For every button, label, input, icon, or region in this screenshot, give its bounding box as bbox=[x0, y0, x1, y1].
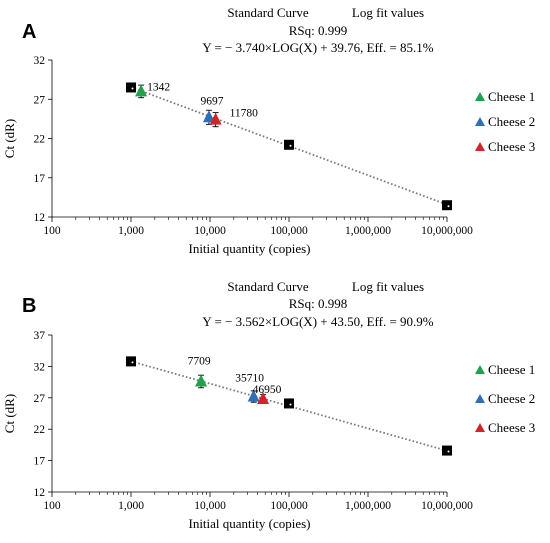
x-tick-label: 100 bbox=[43, 500, 61, 512]
x-tick-label: 1,000 bbox=[118, 500, 144, 512]
legend-item: Cheese 2 bbox=[475, 391, 535, 406]
legend-label: Cheese 3 bbox=[488, 139, 535, 154]
sample-point bbox=[202, 110, 215, 123]
y-tick-label: 12 bbox=[34, 212, 46, 224]
legend-label: Cheese 2 bbox=[488, 114, 535, 129]
legend-item: Cheese 1 bbox=[475, 89, 535, 104]
y-tick-label: 27 bbox=[34, 393, 46, 405]
y-axis-title: Ct (dR) bbox=[2, 119, 17, 158]
y-tick-label: 22 bbox=[34, 134, 46, 146]
panel-letter: B bbox=[22, 295, 36, 317]
header-log-fit-values: Log fit values bbox=[352, 279, 424, 294]
x-axis-title: Initial quantity (copies) bbox=[188, 241, 310, 256]
sample-point bbox=[135, 84, 148, 97]
legend-marker bbox=[475, 92, 485, 101]
x-tick-label: 10,000 bbox=[194, 500, 226, 512]
y-tick-label: 22 bbox=[34, 424, 46, 436]
standard-point-highlight bbox=[131, 361, 134, 364]
y-tick-label: 17 bbox=[34, 456, 46, 468]
header-log-fit-values: Log fit values bbox=[352, 5, 424, 20]
data-label: 1342 bbox=[147, 81, 170, 93]
panel-letter: A bbox=[22, 21, 36, 43]
standard-point bbox=[442, 445, 452, 456]
y-tick-label: 27 bbox=[34, 94, 46, 106]
standard-point-highlight bbox=[289, 144, 292, 147]
equation-text: Y = − 3.562×LOG(X) + 43.50, Eff. = 90.9% bbox=[202, 314, 433, 329]
x-tick-label: 1,000 bbox=[118, 225, 144, 237]
chart-panel-b: B Standard Curve Log fit values RSq: 0.998 Y… bbox=[2, 279, 535, 531]
y-tick-label: 12 bbox=[34, 487, 46, 499]
x-tick-label: 1,000,000 bbox=[345, 225, 391, 237]
rsq-text: RSq: 0.998 bbox=[289, 296, 348, 311]
legend-item: Cheese 2 bbox=[475, 114, 535, 129]
legend-item: Cheese 3 bbox=[475, 420, 535, 435]
x-tick-label: 100,000 bbox=[270, 225, 308, 237]
rsq-text: RSq: 0.999 bbox=[289, 23, 348, 38]
equation-text: Y = − 3.740×LOG(X) + 39.76, Eff. = 85.1% bbox=[202, 40, 433, 55]
y-tick-label: 17 bbox=[34, 173, 46, 185]
standard-point bbox=[442, 200, 452, 211]
standard-point bbox=[126, 356, 136, 367]
legend-marker bbox=[475, 423, 485, 432]
x-axis-title: Initial quantity (copies) bbox=[188, 516, 310, 531]
legend-marker bbox=[475, 394, 485, 403]
legend-label: Cheese 3 bbox=[488, 420, 535, 435]
data-label: 9697 bbox=[200, 95, 223, 107]
data-label: 35710 bbox=[235, 373, 264, 385]
sample-point bbox=[209, 112, 222, 125]
data-label: 7709 bbox=[188, 355, 211, 367]
standard-point-highlight bbox=[289, 403, 292, 406]
standard-point bbox=[284, 398, 294, 409]
sample-point bbox=[257, 392, 270, 405]
data-label: 11780 bbox=[230, 108, 259, 120]
legend-marker bbox=[475, 142, 485, 151]
y-axis-title: Ct (dR) bbox=[2, 394, 17, 433]
x-tick-label: 1,000,000 bbox=[345, 500, 391, 512]
legend-item: Cheese 3 bbox=[475, 139, 535, 154]
y-tick-label: 32 bbox=[34, 55, 46, 67]
standard-point-highlight bbox=[447, 450, 450, 453]
x-tick-label: 100 bbox=[43, 225, 61, 237]
legend-marker bbox=[475, 117, 485, 126]
legend-item: Cheese 1 bbox=[475, 362, 535, 377]
legend-label: Cheese 1 bbox=[488, 89, 535, 104]
x-tick-label: 100,000 bbox=[270, 500, 308, 512]
legend-marker bbox=[475, 365, 485, 374]
data-label: 46950 bbox=[253, 384, 282, 396]
x-tick-label: 10,000,000 bbox=[421, 500, 473, 512]
x-tick-label: 10,000,000 bbox=[421, 225, 473, 237]
header-standard-curve: Standard Curve bbox=[227, 5, 308, 20]
standard-point bbox=[126, 82, 136, 93]
legend-label: Cheese 1 bbox=[488, 362, 535, 377]
chart-panel-a: A Standard Curve Log fit values RSq: 0.999 Y… bbox=[2, 5, 535, 256]
standard-point bbox=[284, 139, 294, 150]
standard-point-highlight bbox=[131, 87, 134, 90]
header-standard-curve: Standard Curve bbox=[227, 279, 308, 294]
standard-point-highlight bbox=[447, 205, 450, 208]
y-tick-label: 37 bbox=[34, 330, 46, 342]
legend-label: Cheese 2 bbox=[488, 391, 535, 406]
y-tick-label: 32 bbox=[34, 361, 46, 373]
sample-point bbox=[195, 374, 208, 387]
x-tick-label: 10,000 bbox=[194, 225, 226, 237]
sample-point bbox=[247, 389, 260, 402]
